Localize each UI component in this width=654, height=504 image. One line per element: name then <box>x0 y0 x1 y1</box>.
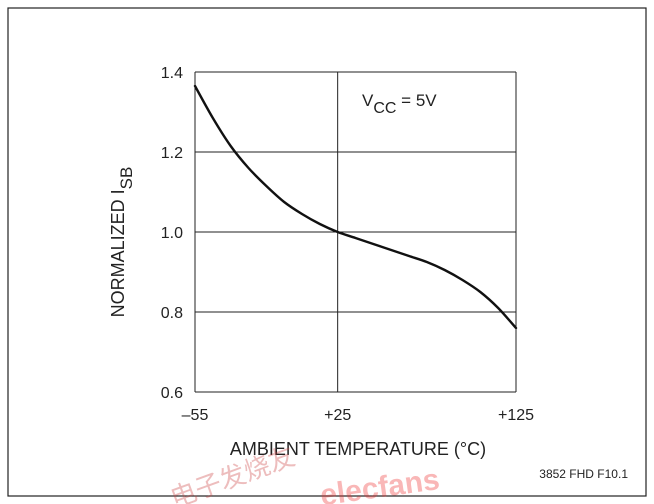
figure-border <box>7 7 647 497</box>
series-line-0 <box>193 84 518 330</box>
y-tick-label: 1.4 <box>161 65 183 82</box>
y-tick-labels: 0.6 0.8 1.0 1.2 1.4 <box>161 65 183 402</box>
x-tick-label: –55 <box>182 407 209 424</box>
vcc-annotation-sub: CC <box>373 100 396 117</box>
y-tick-label: 1.0 <box>161 225 183 242</box>
chart-series <box>193 84 518 330</box>
svg-text:elecfans: elecfans <box>318 463 442 504</box>
y-axis-label-main: NORMALIZED I <box>108 189 128 317</box>
x-tick-label: +25 <box>324 407 351 424</box>
y-tick-label: 0.6 <box>161 385 183 402</box>
y-tick-label: 1.2 <box>161 145 183 162</box>
y-tick-label: 0.8 <box>161 305 183 322</box>
y-axis-label: NORMALIZED ISB <box>108 167 136 318</box>
x-tick-labels: –55 +25 +125 <box>182 407 534 424</box>
vcc-annotation-main: V <box>362 91 374 110</box>
vcc-annotation: VCC = 5V <box>362 91 437 117</box>
y-axis-label-sub: SB <box>117 167 136 190</box>
x-tick-label: +125 <box>498 407 534 424</box>
x-axis-label: AMBIENT TEMPERATURE (°C) <box>230 439 486 459</box>
vcc-annotation-rest: = 5V <box>396 91 437 110</box>
chart-grid <box>194 71 517 393</box>
figure-id: 3852 FHD F10.1 <box>539 467 628 481</box>
